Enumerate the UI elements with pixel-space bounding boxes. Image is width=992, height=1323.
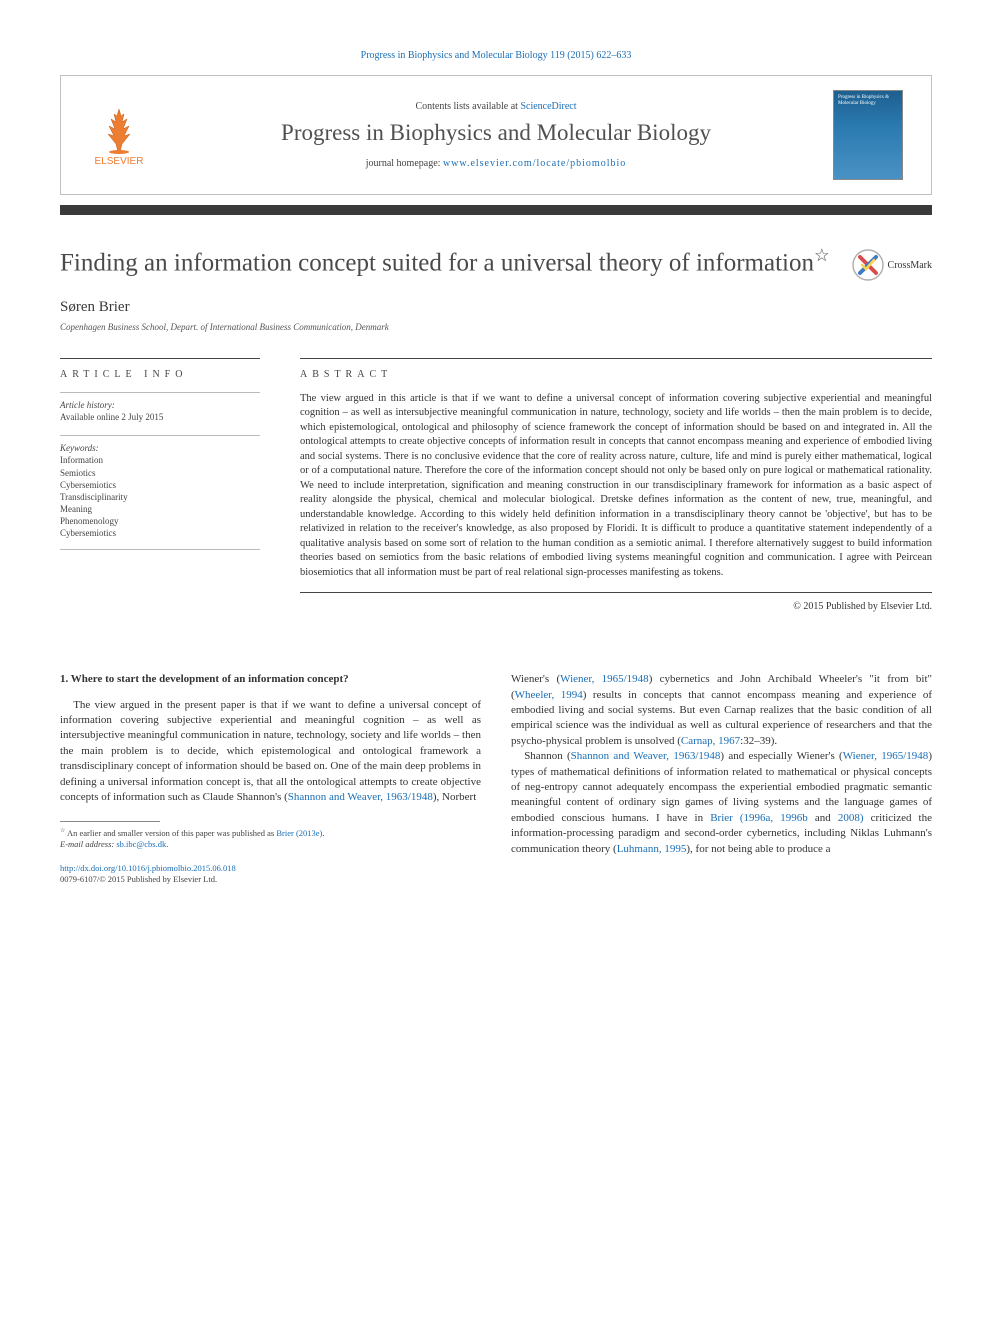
email-label: E-mail address:: [60, 839, 116, 849]
elsevier-tree-icon: [94, 104, 144, 154]
elsevier-logo: ELSEVIER: [79, 104, 159, 167]
body-column-right: Wiener's (Wiener, 1965/1948) cybernetics…: [511, 672, 932, 884]
doi-block: http://dx.doi.org/10.1016/j.pbiomolbio.2…: [60, 863, 481, 885]
citation-link[interactable]: 2008): [838, 812, 864, 824]
keyword: Phenomenology: [60, 516, 119, 526]
body-paragraph: Shannon (Shannon and Weaver, 1963/1948) …: [511, 749, 932, 857]
article-info-heading: ARTICLE INFO: [60, 358, 260, 380]
body-paragraph: The view argued in the present paper is …: [60, 698, 481, 806]
title-footnote-marker: ☆: [814, 245, 830, 265]
issn-copyright: 0079-6107/© 2015 Published by Elsevier L…: [60, 874, 217, 884]
doi-link[interactable]: http://dx.doi.org/10.1016/j.pbiomolbio.2…: [60, 863, 236, 873]
top-citation: Progress in Biophysics and Molecular Bio…: [60, 50, 932, 61]
author-affiliation: Copenhagen Business School, Depart. of I…: [60, 322, 932, 332]
history-label: Article history:: [60, 400, 115, 410]
sciencedirect-link[interactable]: ScienceDirect: [520, 101, 576, 112]
keyword: Semiotics: [60, 468, 96, 478]
author-email-link[interactable]: sb.ibc@cbs.dk: [116, 839, 166, 849]
citation-link[interactable]: Shannon and Weaver, 1963/1948: [288, 791, 433, 803]
citation-link[interactable]: Wheeler, 1994: [515, 689, 583, 701]
keyword: Transdisciplinarity: [60, 492, 128, 502]
abstract-text: The view argued in this article is that …: [300, 392, 932, 593]
crossmark-label: CrossMark: [888, 260, 932, 271]
article-history-block: Article history: Available online 2 July…: [60, 392, 260, 423]
citation-link[interactable]: Brier (2013e): [276, 828, 322, 838]
history-value: Available online 2 July 2015: [60, 412, 163, 422]
crossmark-badge[interactable]: CrossMark: [852, 249, 932, 281]
section-1-heading: 1. Where to start the development of an …: [60, 672, 481, 687]
journal-header: ELSEVIER Contents lists available at Sci…: [60, 75, 932, 195]
keyword: Cybersemiotics: [60, 480, 116, 490]
homepage-line: journal homepage: www.elsevier.com/locat…: [159, 158, 833, 169]
author-name: Søren Brier: [60, 299, 932, 316]
elsevier-brand-text: ELSEVIER: [95, 156, 144, 167]
crossmark-icon: [852, 249, 884, 281]
cover-caption: Progress in Biophysics & Molecular Biolo…: [838, 95, 898, 106]
contents-prefix: Contents lists available at: [415, 101, 520, 112]
title-text: Finding an information concept suited fo…: [60, 249, 814, 276]
keyword: Cybersemiotics: [60, 528, 116, 538]
journal-cover-thumbnail: Progress in Biophysics & Molecular Biolo…: [833, 90, 903, 180]
email-footnote: E-mail address: sb.ibc@cbs.dk.: [60, 839, 481, 850]
citation-link[interactable]: Brier (1996a, 1996b: [710, 812, 808, 824]
body-column-left: 1. Where to start the development of an …: [60, 672, 481, 884]
header-divider-bar: [60, 205, 932, 215]
body-paragraph: Wiener's (Wiener, 1965/1948) cybernetics…: [511, 672, 932, 749]
citation-link[interactable]: Shannon and Weaver, 1963/1948: [571, 750, 721, 762]
article-title: Finding an information concept suited fo…: [60, 245, 832, 279]
footnote-separator: [60, 821, 160, 822]
keywords-block: Keywords: Information Semiotics Cybersem…: [60, 435, 260, 550]
keywords-label: Keywords:: [60, 443, 99, 453]
keyword: Meaning: [60, 504, 92, 514]
citation-link[interactable]: Carnap, 1967: [681, 735, 740, 747]
citation-link[interactable]: Wiener, 1965/1948: [560, 673, 649, 685]
keyword: Information: [60, 455, 103, 465]
homepage-link[interactable]: www.elsevier.com/locate/pbiomolbio: [443, 158, 626, 169]
title-footnote: ☆ An earlier and smaller version of this…: [60, 828, 481, 839]
abstract-copyright: © 2015 Published by Elsevier Ltd.: [300, 601, 932, 612]
homepage-prefix: journal homepage:: [366, 158, 443, 169]
journal-name: Progress in Biophysics and Molecular Bio…: [159, 120, 833, 146]
contents-line: Contents lists available at ScienceDirec…: [159, 101, 833, 112]
abstract-heading: ABSTRACT: [300, 358, 932, 380]
citation-link[interactable]: Luhmann, 1995: [617, 843, 687, 855]
citation-link[interactable]: Wiener, 1965/1948: [843, 750, 929, 762]
